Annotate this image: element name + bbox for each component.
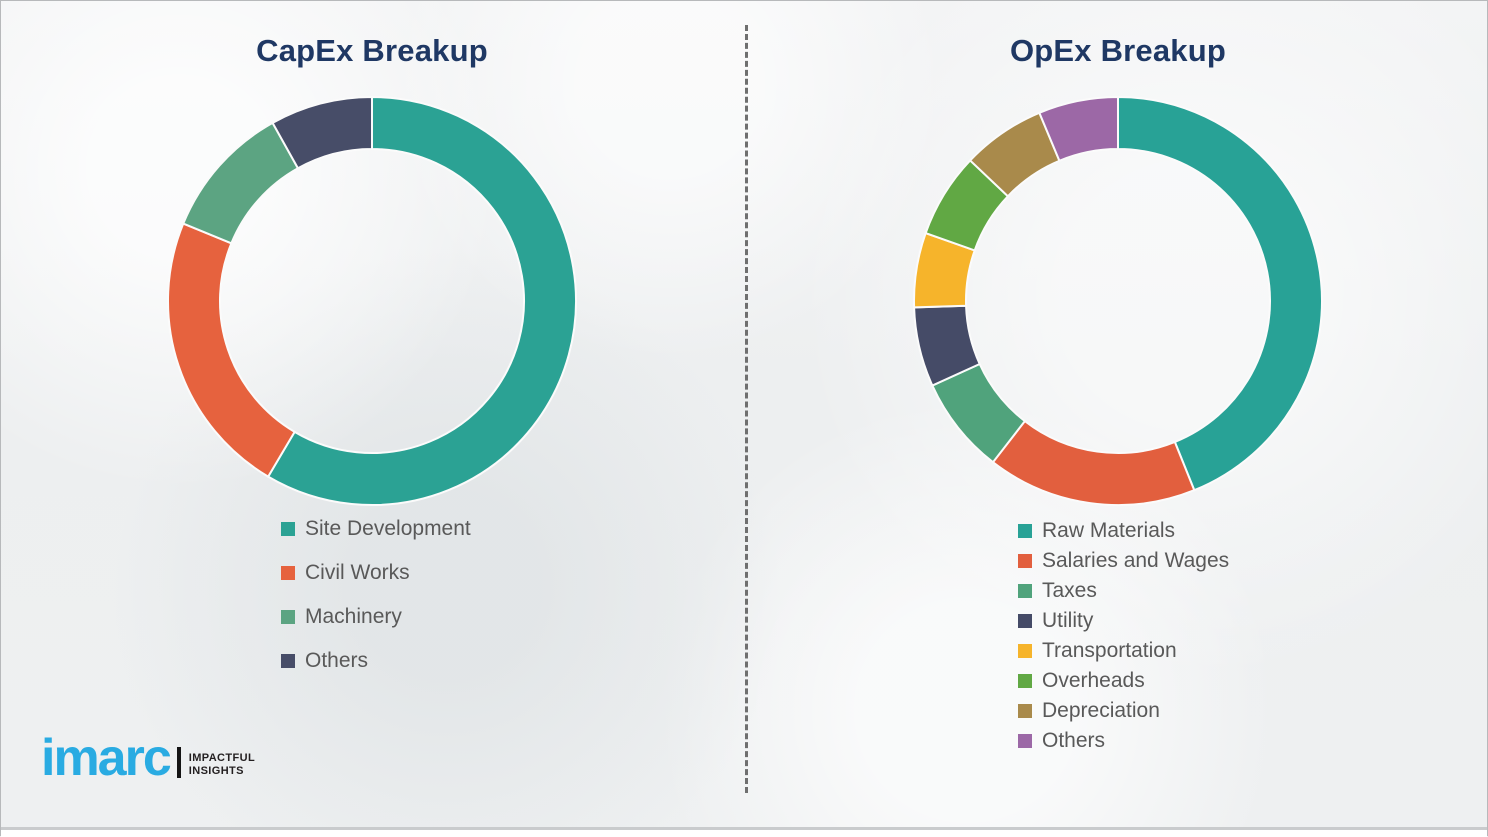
capex-donut-chart	[167, 95, 577, 506]
opex-segment-others	[1038, 95, 1119, 163]
opex-donut-chart	[913, 95, 1323, 506]
capex-legend-item-civil-works: Civil Works	[281, 562, 471, 583]
imarc-logo: imarc IMPACTFUL INSIGHTS	[41, 729, 255, 787]
imarc-tagline: IMPACTFUL INSIGHTS	[189, 752, 255, 778]
capex-segment-site-development	[266, 95, 577, 506]
capex-segment-others	[271, 95, 373, 170]
legend-swatch-icon	[281, 565, 295, 580]
opex-segment-raw-materials	[1117, 95, 1323, 492]
opex-legend-item-others: Others	[1018, 730, 1229, 751]
opex-legend-item-taxes: Taxes	[1018, 580, 1229, 601]
legend-label: Depreciation	[1042, 699, 1160, 722]
capex-chart-title: CapEx Breakup	[256, 33, 488, 68]
logo-divider-bar	[176, 746, 181, 778]
legend-label: Raw Materials	[1042, 519, 1176, 542]
legend-swatch-icon	[1018, 643, 1032, 658]
legend-label: Taxes	[1042, 579, 1097, 602]
vertical-dashed-divider	[745, 25, 748, 793]
legend-swatch-icon	[1018, 673, 1032, 688]
legend-swatch-icon	[281, 521, 295, 536]
legend-label: Overheads	[1042, 669, 1145, 692]
legend-swatch-icon	[1018, 733, 1032, 748]
legend-label: Transportation	[1042, 639, 1177, 662]
legend-label: Site Development	[305, 517, 471, 540]
opex-legend-item-transportation: Transportation	[1018, 640, 1229, 661]
legend-label: Utility	[1042, 609, 1094, 632]
capex-legend-item-machinery: Machinery	[281, 606, 471, 627]
legend-label: Others	[1042, 729, 1106, 752]
capex-legend-item-others: Others	[281, 650, 471, 671]
opex-legend-item-utility: Utility	[1018, 610, 1229, 631]
capex-segment-civil-works	[167, 222, 296, 478]
opex-chart-title: OpEx Breakup	[1009, 33, 1227, 68]
legend-swatch-icon	[1018, 523, 1032, 538]
legend-swatch-icon	[1018, 613, 1032, 628]
imarc-wordmark: imarc	[41, 729, 172, 787]
imarc-tagline-line1: IMPACTFUL	[188, 751, 256, 764]
footer-separator-line	[1, 827, 1487, 830]
legend-swatch-icon	[1018, 553, 1032, 568]
capex-legend-item-site-development: Site Development	[281, 518, 471, 539]
legend-label: Others	[305, 649, 369, 672]
imarc-tagline-line2: INSIGHTS	[188, 764, 244, 777]
opex-segment-salaries-and-wages	[991, 419, 1196, 506]
opex-legend-item-depreciation: Depreciation	[1018, 700, 1229, 721]
legend-swatch-icon	[281, 653, 295, 668]
legend-label: Civil Works	[305, 561, 410, 584]
legend-swatch-icon	[1018, 703, 1032, 718]
opex-legend-item-salaries-and-wages: Salaries and Wages	[1018, 550, 1229, 571]
opex-legend-item-overheads: Overheads	[1018, 670, 1229, 691]
legend-swatch-icon	[1018, 583, 1032, 598]
legend-label: Salaries and Wages	[1042, 549, 1230, 572]
capex-segment-machinery	[181, 121, 300, 245]
capex-legend: Site Development Civil Works Machinery Othe…	[281, 518, 471, 694]
legend-label: Machinery	[305, 605, 402, 628]
legend-swatch-icon	[281, 609, 295, 624]
opex-legend: Raw Materials Salaries and Wages Taxes Util…	[1018, 520, 1229, 760]
footer-white-strip	[1, 830, 1487, 837]
opex-legend-item-raw-materials: Raw Materials	[1018, 520, 1229, 541]
